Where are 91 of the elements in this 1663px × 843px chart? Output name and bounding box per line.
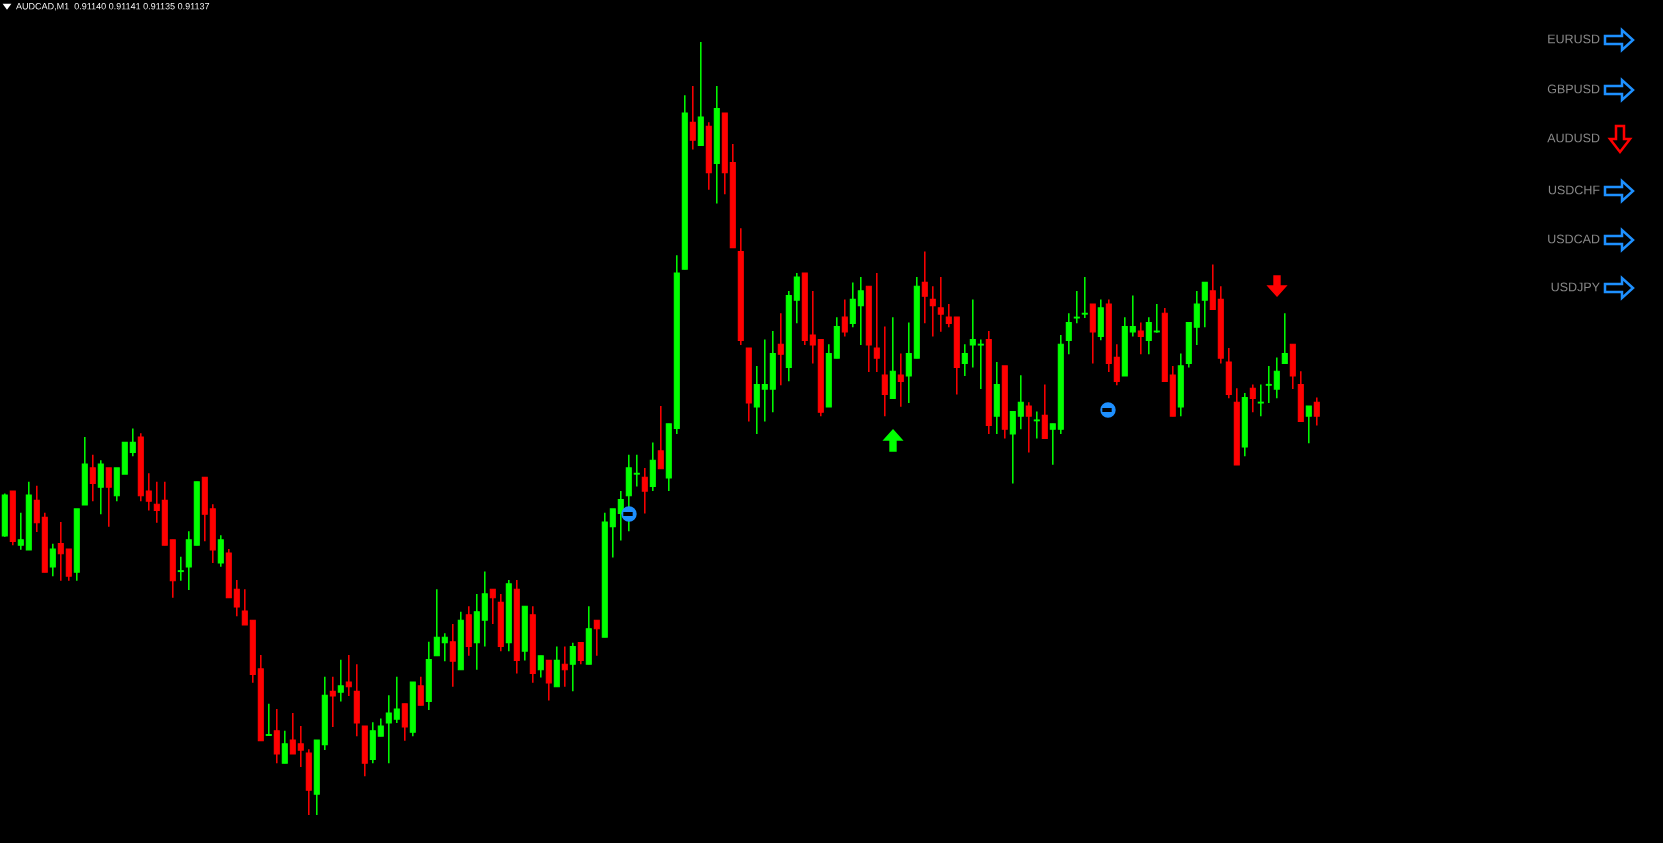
candlestick	[177, 556, 184, 582]
candlestick	[289, 712, 296, 755]
candlestick	[1201, 281, 1208, 328]
candlestick	[537, 655, 544, 679]
candlestick	[89, 454, 96, 502]
candlestick	[961, 343, 968, 377]
candlestick	[1065, 312, 1072, 356]
candlestick	[233, 579, 240, 618]
candlestick	[105, 467, 112, 528]
candlestick	[593, 619, 600, 657]
candlestick	[1009, 410, 1016, 485]
candlestick	[417, 675, 424, 707]
text: USDCAD	[1548, 234, 1600, 244]
text: AUDUSD	[1547, 133, 1600, 143]
candlestick	[1313, 396, 1320, 427]
candlestick	[1281, 312, 1288, 365]
candlestick	[1305, 405, 1312, 444]
candlestick	[1073, 290, 1080, 325]
candlestick	[17, 511, 24, 551]
candlestick	[1249, 383, 1256, 414]
candlestick	[633, 454, 640, 488]
candlestick	[1025, 401, 1032, 454]
candlestick	[569, 641, 576, 693]
candlestick	[1209, 263, 1216, 311]
candlestick	[401, 702, 408, 742]
candlestick	[393, 675, 400, 724]
candlestick	[329, 675, 336, 728]
candlestick	[905, 321, 912, 404]
candlestick	[337, 658, 344, 703]
candlestick	[945, 303, 952, 328]
candlestick	[545, 659, 552, 702]
candlestick	[129, 427, 136, 458]
candlestick	[1081, 276, 1088, 319]
candlestick	[1017, 374, 1024, 431]
text: GBPUSD	[1547, 84, 1600, 94]
candlestick	[873, 272, 880, 373]
candlestick	[449, 623, 456, 688]
candlestick	[97, 459, 104, 516]
candlestick	[809, 290, 816, 365]
chart-title: AUDCAD,M1 0.91140 0.91141 0.91135 0.91137	[16, 3, 210, 11]
candlestick	[265, 702, 272, 737]
candlestick	[273, 708, 280, 764]
candlestick	[609, 508, 616, 559]
candlestick	[1257, 383, 1264, 417]
candlestick	[1137, 321, 1144, 356]
candlestick	[433, 588, 440, 657]
candlestick	[1193, 290, 1200, 346]
candlestick	[217, 534, 224, 568]
candlestick	[753, 365, 760, 435]
candlestick	[897, 352, 904, 408]
candlestick	[345, 654, 352, 697]
candlestick	[1041, 383, 1048, 440]
candlestick	[977, 338, 984, 390]
candlestick	[297, 725, 304, 768]
candlestick	[153, 481, 160, 524]
candlestick	[1049, 423, 1056, 466]
candlestick	[33, 484, 40, 533]
candlestick	[1145, 316, 1152, 356]
candlestick	[777, 312, 784, 386]
candlestick	[793, 272, 800, 325]
candlestick	[937, 276, 944, 333]
candlestick	[857, 276, 864, 346]
candlestick	[761, 338, 768, 423]
candlestick	[969, 298, 976, 369]
candlestick	[49, 542, 56, 577]
candlestick	[929, 285, 936, 338]
candlestick	[577, 641, 584, 666]
candlestick	[385, 694, 392, 764]
candlestick	[561, 645, 568, 688]
candlestick	[441, 632, 448, 662]
text: USDJPY	[1551, 282, 1600, 292]
candlestick	[1129, 294, 1136, 338]
candlestick	[689, 85, 696, 151]
candlestick	[881, 325, 888, 417]
candlestick	[921, 250, 928, 325]
candlestick	[1033, 410, 1040, 440]
candlestick	[1113, 343, 1120, 386]
candlestick	[641, 467, 648, 515]
candlestick	[1265, 365, 1272, 404]
candlestick	[1153, 303, 1160, 334]
candlestick	[57, 521, 64, 582]
candlestick	[1273, 356, 1280, 400]
text: EURUSD	[1548, 34, 1600, 44]
candlestick	[657, 405, 664, 470]
candlestick	[849, 281, 856, 328]
candlestick	[281, 729, 288, 764]
candlestick	[489, 588, 496, 625]
candlestick	[841, 298, 848, 338]
candlestick	[241, 588, 248, 626]
candlestick	[145, 472, 152, 512]
text: USDCHF	[1548, 185, 1600, 195]
